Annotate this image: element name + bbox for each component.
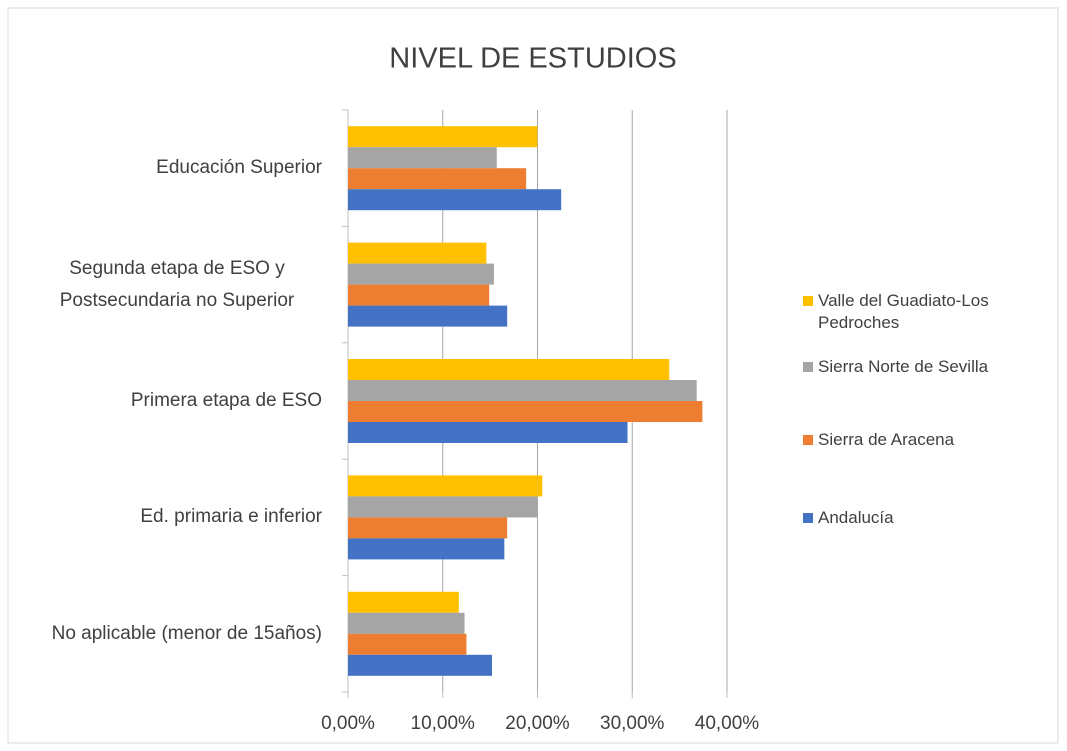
- x-tick-label: 30,00%: [600, 713, 665, 734]
- y-tick-label-text: Educación Superior: [156, 157, 322, 179]
- bar: [348, 189, 562, 211]
- bar: [348, 380, 697, 401]
- x-tick-label: 40,00%: [695, 713, 760, 734]
- y-tick-label-text: Ed. primaria e inferior: [140, 506, 322, 528]
- legend-label: Andalucía: [818, 507, 1048, 529]
- y-tick-label-text: Primera etapa de ESO: [130, 389, 322, 411]
- bar: [348, 422, 628, 443]
- x-tick-label: 10,00%: [411, 713, 476, 734]
- bar: [348, 305, 508, 327]
- bar: [348, 126, 538, 148]
- legend-label-text: Andalucía: [818, 508, 894, 527]
- bar: [348, 633, 467, 655]
- y-tick-label: Ed. primaria e inferior: [10, 459, 322, 575]
- bar: [348, 168, 527, 190]
- bar: [348, 591, 459, 613]
- bar: [348, 517, 508, 539]
- y-tick-label-text: No aplicable (menor de 15años): [51, 622, 322, 644]
- legend-swatch: [803, 435, 813, 445]
- bar: [348, 147, 497, 169]
- legend-swatch: [803, 513, 813, 523]
- y-tick-label: Primera etapa de ESO: [10, 343, 322, 459]
- bar: [348, 496, 538, 518]
- bar: [348, 284, 490, 306]
- bar: [348, 401, 703, 422]
- legend-swatch: [803, 362, 813, 372]
- chart-border: [7, 7, 1059, 744]
- legend-swatch: [803, 296, 813, 306]
- legend-label: Valle del Guadiato-Los Pedroches: [818, 290, 1048, 334]
- bar: [348, 475, 543, 497]
- y-tick-label: Segunda etapa de ESO y Postsecundaria no…: [10, 226, 322, 342]
- chart-title: NIVEL DE ESTUDIOS: [389, 43, 676, 75]
- legend-label: Sierra Norte de Sevilla: [818, 356, 1048, 378]
- bar: [348, 538, 505, 560]
- legend-label-text: Sierra Norte de Sevilla: [818, 357, 989, 376]
- legend-label: Sierra de Aracena: [818, 429, 1048, 451]
- y-tick-label: No aplicable (menor de 15años): [10, 576, 322, 692]
- legend-label-text: Sierra de Aracena: [818, 430, 955, 449]
- x-tick-label: 0,00%: [321, 713, 375, 734]
- bar: [348, 359, 670, 380]
- bar: [348, 654, 493, 676]
- bar: [348, 263, 494, 285]
- legend-label-text: Valle del Guadiato-Los Pedroches: [818, 291, 989, 332]
- y-tick-label-text: Segunda etapa de ESO y Postsecundaria no…: [59, 257, 295, 311]
- x-tick-label: 20,00%: [505, 713, 570, 734]
- y-tick-label: Educación Superior: [10, 110, 322, 226]
- bar: [348, 242, 487, 264]
- bar: [348, 612, 465, 634]
